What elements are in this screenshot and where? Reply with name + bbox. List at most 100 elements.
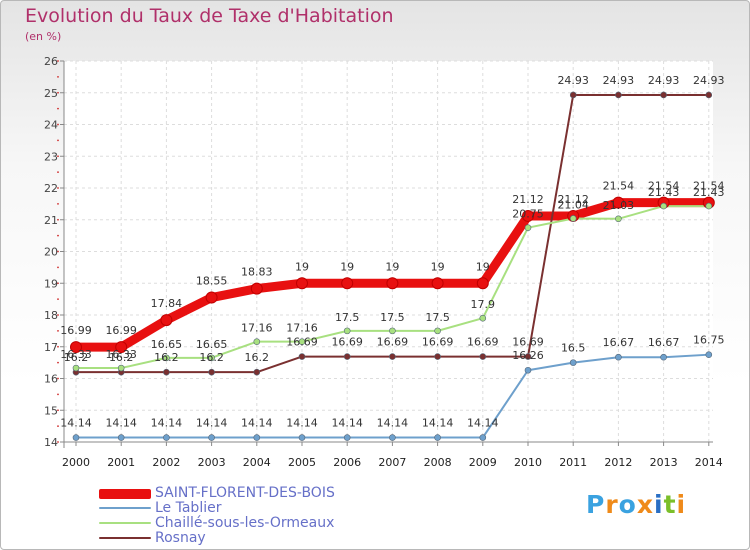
- logo-letter: r: [605, 490, 619, 519]
- data-label: 17.9: [471, 298, 496, 311]
- data-label: 18.83: [241, 266, 273, 279]
- data-label: 21.54: [648, 180, 680, 193]
- axis-dot: [57, 441, 59, 443]
- data-point: [298, 353, 306, 360]
- data-label: 16.99: [60, 324, 92, 337]
- logo-letter: P: [586, 490, 606, 519]
- logo-letter: t: [663, 490, 677, 519]
- data-point: [208, 354, 215, 362]
- data-point: [389, 327, 396, 335]
- y-tick-label: 17: [44, 341, 58, 354]
- x-tick-label: 2011: [559, 456, 587, 469]
- data-point: [250, 282, 263, 295]
- data-point: [72, 434, 80, 441]
- data-label: 14.14: [467, 417, 499, 430]
- data-label: 24.93: [557, 74, 589, 87]
- data-point: [163, 354, 170, 362]
- data-label: 21.04: [557, 198, 589, 211]
- data-label: 16.65: [196, 338, 228, 351]
- data-label: 19: [295, 260, 309, 273]
- axis-dot: [57, 75, 59, 78]
- x-tick-label: 2010: [514, 456, 542, 469]
- data-label: 19: [476, 260, 490, 273]
- data-label: 16.75: [693, 334, 725, 347]
- data-point: [524, 353, 532, 360]
- axis-dot: [57, 234, 59, 237]
- axis-dot: [57, 425, 59, 428]
- data-point: [612, 196, 625, 209]
- axis-dot: [57, 329, 59, 332]
- data-label: 24.93: [603, 74, 635, 87]
- x-tick-label: 2002: [152, 456, 180, 469]
- data-point: [660, 202, 667, 210]
- data-label: 21.03: [603, 199, 635, 212]
- data-point: [705, 91, 713, 99]
- axis-dot: [57, 171, 59, 174]
- logo-letter: x: [636, 490, 654, 519]
- data-labels: 16.99 16.99 17.84 18.55 18.83 19 19 19 19 19 21.12…: [60, 74, 724, 430]
- x-tick-label: 2006: [333, 456, 361, 469]
- data-label: 16.69: [512, 336, 544, 349]
- axis-dot: [57, 377, 59, 380]
- data-point: [117, 364, 125, 372]
- data-label: 14.14: [151, 417, 183, 430]
- data-label: 16.2: [109, 351, 134, 364]
- data-point: [208, 434, 215, 441]
- data-point: [569, 91, 577, 99]
- chart-title: Evolution du Taux de Taxe d'Habitation: [25, 5, 394, 27]
- axis-dot: [57, 282, 59, 285]
- axis-dot: [57, 250, 59, 253]
- axis-dot: [57, 91, 59, 94]
- data-point: [434, 327, 441, 335]
- data-point: [615, 91, 622, 99]
- data-point: [298, 338, 306, 345]
- x-tick-label: 2003: [198, 456, 226, 469]
- data-point: [343, 434, 351, 441]
- data-label: 16.33: [105, 348, 137, 361]
- axis-dot: [57, 139, 59, 142]
- data-point: [615, 353, 622, 361]
- x-tick-label: 2013: [650, 456, 678, 469]
- data-point: [524, 224, 532, 231]
- legend-label: Chaillé-sous-les-Ormeaux: [155, 515, 335, 531]
- axis-dot: [57, 123, 59, 126]
- x-tick-label: 2014: [695, 456, 723, 469]
- x-tick-label: 2009: [469, 456, 497, 469]
- data-label: 24.93: [648, 74, 680, 87]
- data-label: 17.16: [241, 322, 273, 335]
- y-tick-label: 22: [44, 182, 58, 195]
- data-point: [705, 351, 713, 358]
- data-label: 17.5: [380, 311, 405, 324]
- y-tick-label: 18: [44, 309, 58, 322]
- y-tick-label: 26: [44, 55, 58, 68]
- data-point: [479, 314, 487, 322]
- data-label: 21.12: [557, 193, 589, 206]
- data-point: [343, 353, 351, 360]
- data-point: [253, 338, 261, 345]
- data-point: [205, 291, 218, 304]
- data-label: 14.14: [286, 417, 318, 430]
- axis-dot: [57, 298, 59, 301]
- y-tick-label: 20: [44, 246, 58, 259]
- data-label: 16.69: [331, 336, 363, 349]
- data-point: [341, 277, 354, 290]
- x-tick-label: 2004: [243, 456, 271, 469]
- y-tick-label: 21: [44, 214, 58, 227]
- data-label: 16.69: [286, 336, 318, 349]
- data-point: [208, 368, 215, 376]
- legend-label: SAINT-FLORENT-DES-BOIS: [155, 485, 335, 501]
- data-point: [72, 364, 80, 372]
- data-label: 16.67: [603, 336, 635, 349]
- data-label: 16.2: [154, 351, 179, 364]
- data-point: [386, 277, 399, 290]
- logo-letter: i: [676, 490, 687, 519]
- data-label: 20.75: [512, 208, 544, 221]
- axis-dot: [57, 345, 59, 348]
- chart-subtitle: (en %): [25, 30, 62, 43]
- y-tick-label: 23: [44, 150, 58, 163]
- x-tick-label: 2001: [107, 456, 135, 469]
- data-label: 14.14: [196, 417, 228, 430]
- data-label: 14.14: [60, 417, 92, 430]
- series-points: [70, 91, 715, 441]
